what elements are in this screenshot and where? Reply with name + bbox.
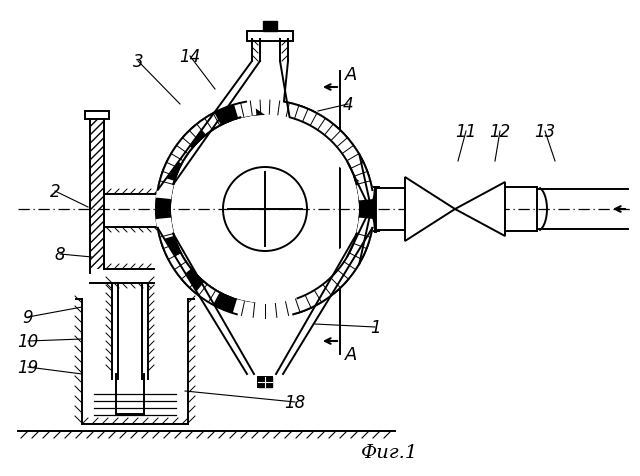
Polygon shape bbox=[258, 377, 272, 387]
Text: 19: 19 bbox=[17, 358, 38, 376]
Circle shape bbox=[223, 168, 307, 251]
Polygon shape bbox=[169, 140, 191, 165]
Text: 4: 4 bbox=[342, 96, 353, 114]
Polygon shape bbox=[455, 183, 505, 237]
Polygon shape bbox=[349, 159, 369, 182]
Text: 2: 2 bbox=[50, 183, 60, 200]
Polygon shape bbox=[156, 199, 170, 220]
Circle shape bbox=[156, 101, 374, 318]
Polygon shape bbox=[292, 106, 316, 126]
Polygon shape bbox=[196, 283, 220, 306]
Polygon shape bbox=[214, 106, 237, 126]
Polygon shape bbox=[349, 237, 369, 261]
Polygon shape bbox=[161, 237, 181, 261]
Text: 10: 10 bbox=[17, 332, 38, 350]
Polygon shape bbox=[339, 254, 361, 278]
Text: 13: 13 bbox=[534, 123, 556, 141]
Polygon shape bbox=[157, 228, 372, 374]
Text: A: A bbox=[345, 66, 357, 84]
Polygon shape bbox=[360, 199, 374, 220]
Polygon shape bbox=[405, 178, 455, 241]
Polygon shape bbox=[196, 114, 220, 136]
Text: 18: 18 bbox=[284, 393, 306, 411]
Polygon shape bbox=[214, 293, 237, 314]
Polygon shape bbox=[169, 254, 191, 278]
Text: 3: 3 bbox=[132, 53, 143, 71]
Text: Фиг.1: Фиг.1 bbox=[362, 443, 419, 461]
Polygon shape bbox=[275, 300, 297, 318]
Polygon shape bbox=[157, 219, 174, 241]
Polygon shape bbox=[275, 101, 297, 119]
Polygon shape bbox=[310, 283, 334, 306]
Polygon shape bbox=[157, 178, 174, 200]
Polygon shape bbox=[325, 270, 349, 294]
Circle shape bbox=[170, 115, 360, 304]
Text: 11: 11 bbox=[456, 123, 477, 141]
Text: 14: 14 bbox=[179, 48, 200, 66]
Bar bbox=[90, 120, 104, 269]
Polygon shape bbox=[180, 126, 205, 149]
Polygon shape bbox=[292, 293, 316, 314]
Polygon shape bbox=[180, 270, 205, 294]
Polygon shape bbox=[356, 219, 374, 241]
Polygon shape bbox=[356, 178, 374, 200]
Polygon shape bbox=[254, 304, 276, 318]
Polygon shape bbox=[339, 140, 361, 165]
Text: 12: 12 bbox=[490, 123, 511, 141]
Polygon shape bbox=[254, 101, 276, 115]
Text: 9: 9 bbox=[22, 308, 33, 327]
Text: 1: 1 bbox=[370, 318, 380, 336]
Polygon shape bbox=[157, 62, 372, 191]
Polygon shape bbox=[234, 300, 256, 318]
Text: 8: 8 bbox=[54, 246, 65, 263]
Polygon shape bbox=[325, 126, 349, 149]
Polygon shape bbox=[234, 101, 256, 119]
Polygon shape bbox=[310, 114, 334, 136]
Polygon shape bbox=[263, 22, 277, 32]
Text: A: A bbox=[345, 345, 357, 363]
Polygon shape bbox=[161, 159, 181, 182]
